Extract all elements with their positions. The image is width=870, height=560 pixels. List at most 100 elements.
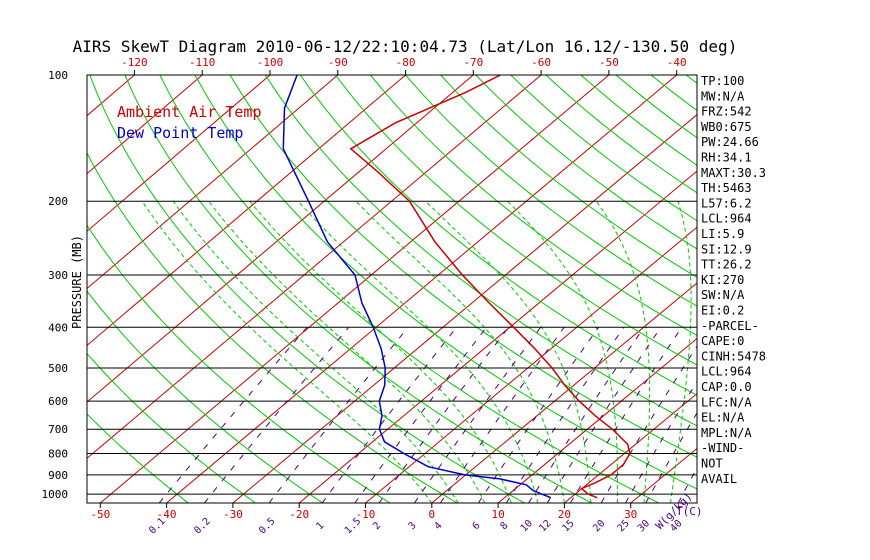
stat-entry: LCL:964 bbox=[701, 212, 752, 226]
dry-adiabat-line bbox=[229, 75, 697, 458]
top-temp-tick-label: -70 bbox=[463, 56, 483, 69]
isotherm-line bbox=[298, 170, 697, 503]
legend-dew-point-temp: Dew Point Temp bbox=[117, 124, 243, 142]
dry-adiabat-line bbox=[87, 352, 256, 503]
bottom-temp-tick-label: -30 bbox=[223, 508, 243, 521]
stat-entry: KI:270 bbox=[701, 273, 744, 287]
mixing-ratio-line bbox=[158, 326, 308, 503]
moist-adiabat-line bbox=[208, 200, 486, 503]
dry-adiabat-line bbox=[440, 75, 697, 278]
stat-entry: L57:6.2 bbox=[701, 196, 752, 210]
bottom-temp-tick-label: 30 bbox=[624, 508, 637, 521]
pressure-tick-label: 200 bbox=[48, 195, 68, 208]
mixing-ratio-label: 3 bbox=[407, 520, 419, 532]
mixing-ratio-label: 2 bbox=[371, 520, 383, 532]
stat-entry: FRZ:542 bbox=[701, 105, 752, 119]
stat-entry: LCL:964 bbox=[701, 365, 752, 379]
plot-frame bbox=[86, 74, 698, 504]
stat-entry: EI:0.2 bbox=[701, 304, 744, 318]
mixing-ratio-line bbox=[600, 345, 697, 503]
bottom-temp-tick-label: 10 bbox=[491, 508, 504, 521]
mixing-ratio-label: 12 bbox=[537, 518, 553, 534]
stat-entry: MAXT:30.3 bbox=[701, 166, 766, 180]
isotherm-line bbox=[763, 75, 870, 503]
mixing-ratio-line bbox=[321, 326, 457, 503]
isotherm-line bbox=[87, 75, 474, 403]
stat-entry: AVAIL bbox=[701, 472, 737, 486]
mixing-ratio-line bbox=[477, 327, 600, 503]
bottom-temp-tick-label: 0 bbox=[428, 508, 435, 521]
stat-entry: NOT bbox=[701, 457, 723, 471]
stat-entry: MPL:N/A bbox=[701, 426, 752, 440]
legend-ambient-air-temp: Ambient Air Temp bbox=[117, 103, 262, 121]
dry-adiabat-line bbox=[89, 75, 525, 503]
moist-adiabat-line bbox=[425, 200, 592, 503]
mixing-ratio-label: 30 bbox=[636, 518, 652, 534]
dry-adiabat-line bbox=[370, 75, 697, 336]
dry-adiabat-line bbox=[87, 413, 189, 503]
mixing-ratio-label: 0.2 bbox=[192, 516, 213, 537]
moist-adiabat-line bbox=[172, 200, 459, 503]
dry-adiabat-line bbox=[405, 75, 697, 307]
pressure-tick-label: 900 bbox=[48, 469, 68, 482]
mixing-ratio-label: 0.5 bbox=[257, 516, 278, 537]
top-temp-tick-label: -120 bbox=[121, 56, 148, 69]
dry-adiabat-line bbox=[87, 151, 458, 503]
mixing-ratio-line bbox=[546, 327, 662, 503]
mixing-ratio-label: 20 bbox=[591, 518, 607, 534]
stat-entry: TP:100 bbox=[701, 74, 744, 88]
dry-adiabat-line bbox=[124, 75, 592, 503]
stat-entry: TT:26.2 bbox=[701, 258, 752, 272]
t-axis-label: T(C) bbox=[676, 505, 703, 518]
mixing-ratio-line bbox=[268, 326, 409, 503]
isotherm-line bbox=[87, 75, 203, 175]
stat-entry: RH:34.1 bbox=[701, 151, 752, 165]
isotherm-line bbox=[365, 226, 697, 503]
isotherm-line bbox=[87, 75, 542, 459]
bottom-temp-tick-label: -40 bbox=[157, 508, 177, 521]
bottom-temp-tick-label: -50 bbox=[90, 508, 110, 521]
dry-adiabat-line bbox=[756, 75, 870, 503]
dew-point-temp-line bbox=[282, 75, 552, 499]
pressure-tick-label: 300 bbox=[48, 269, 68, 282]
mixing-ratio-label: 6 bbox=[471, 520, 483, 532]
stat-entry: CAP:0.0 bbox=[701, 380, 752, 394]
dry-adiabat-line bbox=[194, 75, 697, 490]
moist-adiabat-line bbox=[355, 200, 565, 503]
pressure-tick-label: 800 bbox=[48, 448, 68, 461]
isotherm-line bbox=[431, 282, 697, 503]
dry-adiabat-line bbox=[650, 75, 697, 112]
bottom-temp-tick-label: -20 bbox=[289, 508, 309, 521]
moist-adiabat-line bbox=[595, 200, 651, 503]
isotherm-line bbox=[232, 114, 697, 503]
top-temp-tick-label: -80 bbox=[396, 56, 416, 69]
stat-entry: MW:N/A bbox=[701, 89, 745, 103]
dry-adiabat-line bbox=[159, 75, 660, 503]
dry-adiabat-line bbox=[299, 75, 697, 396]
dry-adiabat-line bbox=[335, 75, 697, 366]
stat-entry: SI:12.9 bbox=[701, 242, 752, 256]
dry-adiabat-line bbox=[87, 290, 324, 503]
pressure-tick-label: 100 bbox=[48, 69, 68, 82]
stat-entry: LI:5.9 bbox=[701, 227, 744, 241]
pressure-tick-label: 700 bbox=[48, 423, 68, 436]
isotherm-line bbox=[87, 75, 339, 290]
mixing-ratio-label: 4 bbox=[433, 520, 445, 532]
top-temp-tick-label: -100 bbox=[257, 56, 284, 69]
top-temp-tick-label: -110 bbox=[189, 56, 216, 69]
isotherm-line bbox=[497, 337, 697, 503]
bottom-temp-tick-label: 20 bbox=[558, 508, 571, 521]
dry-adiabat-line bbox=[264, 75, 697, 427]
pressure-tick-label: 400 bbox=[48, 321, 68, 334]
pressure-tick-label: 1000 bbox=[42, 488, 69, 501]
stat-entry: CINH:5478 bbox=[701, 349, 766, 363]
stat-entry: PW:24.66 bbox=[701, 135, 759, 149]
pressure-tick-label: 500 bbox=[48, 362, 68, 375]
mixing-ratio-line bbox=[505, 327, 625, 503]
stat-entry: WB0:675 bbox=[701, 120, 752, 134]
top-temp-tick-label: -40 bbox=[667, 56, 687, 69]
stat-entry: CAPE:0 bbox=[701, 334, 744, 348]
ambient-air-temp-line bbox=[349, 75, 631, 499]
